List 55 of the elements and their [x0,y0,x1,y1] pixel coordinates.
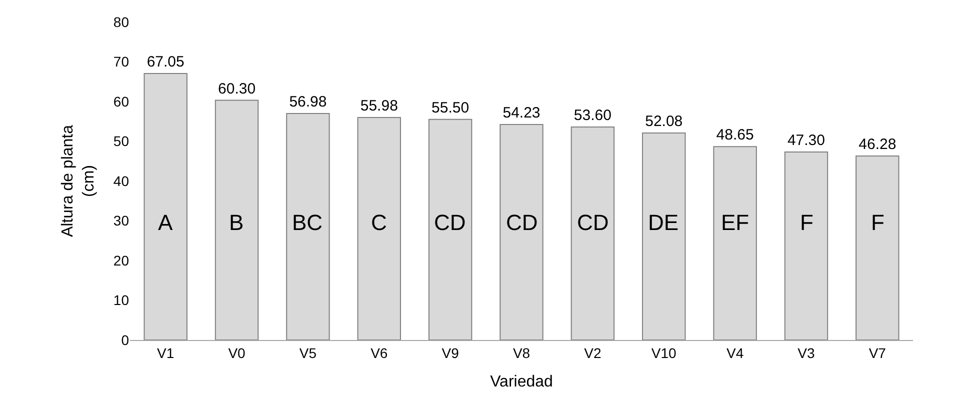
y-tick-label: 50 [113,133,130,150]
x-tick-label: V6 [370,344,388,361]
annotation: F [800,210,814,235]
y-tick-label: 10 [113,292,130,308]
bar [784,151,828,340]
y-tick-label: 30 [113,212,130,229]
y-tick-label: 70 [113,54,130,70]
annotation: B [229,210,244,235]
bar [428,118,472,340]
annotation: A [158,210,173,235]
data-label: 67.05 [146,53,184,70]
data-label: 55.98 [360,97,398,114]
annotation: CD [577,210,609,235]
bar [856,156,900,340]
x-tick-label: V2 [584,344,602,361]
data-label: 48.65 [716,126,754,144]
y-axis-title: Altura de planta (cm) [60,124,98,238]
annotation: CD [506,210,538,235]
data-label: 55.50 [432,99,470,116]
y-tick-label: 20 [113,252,130,268]
data-label: 60.30 [218,80,256,98]
x-tick-label: V4 [726,344,744,361]
data-label: 56.98 [289,94,327,110]
bar [570,126,615,340]
x-tick-label: V7 [868,344,886,361]
annotation: F [871,210,884,235]
y-tick-label: 80 [113,14,130,30]
annotation: BC [292,210,323,235]
bar [642,132,686,340]
x-tick-label: V1 [157,344,174,361]
data-label: 46.28 [858,136,896,154]
data-label: 47.30 [787,132,825,149]
x-tick-label: V0 [228,344,246,361]
y-tick-label: 0 [121,332,130,348]
x-tick-label: V5 [299,344,317,361]
annotation: EF [721,210,750,235]
x-tick-label: V8 [512,344,530,361]
data-label: 52.08 [645,112,683,130]
x-tick-label: V3 [798,344,816,361]
x-tick-label: V9 [442,344,460,361]
annotation: DE [648,210,679,235]
y-tick-label: 40 [113,172,130,189]
annotation: CD [434,210,466,235]
annotation: C [371,210,387,235]
bar [286,113,330,340]
bar [144,72,188,340]
data-label: 53.60 [574,106,612,124]
y-tick-label: 60 [113,93,130,110]
x-axis-title: Variedad [490,374,553,390]
bar [713,146,757,340]
data-label: 54.23 [502,104,540,122]
bar [214,100,259,340]
bar [357,116,401,340]
x-tick-label: V10 [651,344,677,361]
bar [500,124,544,340]
